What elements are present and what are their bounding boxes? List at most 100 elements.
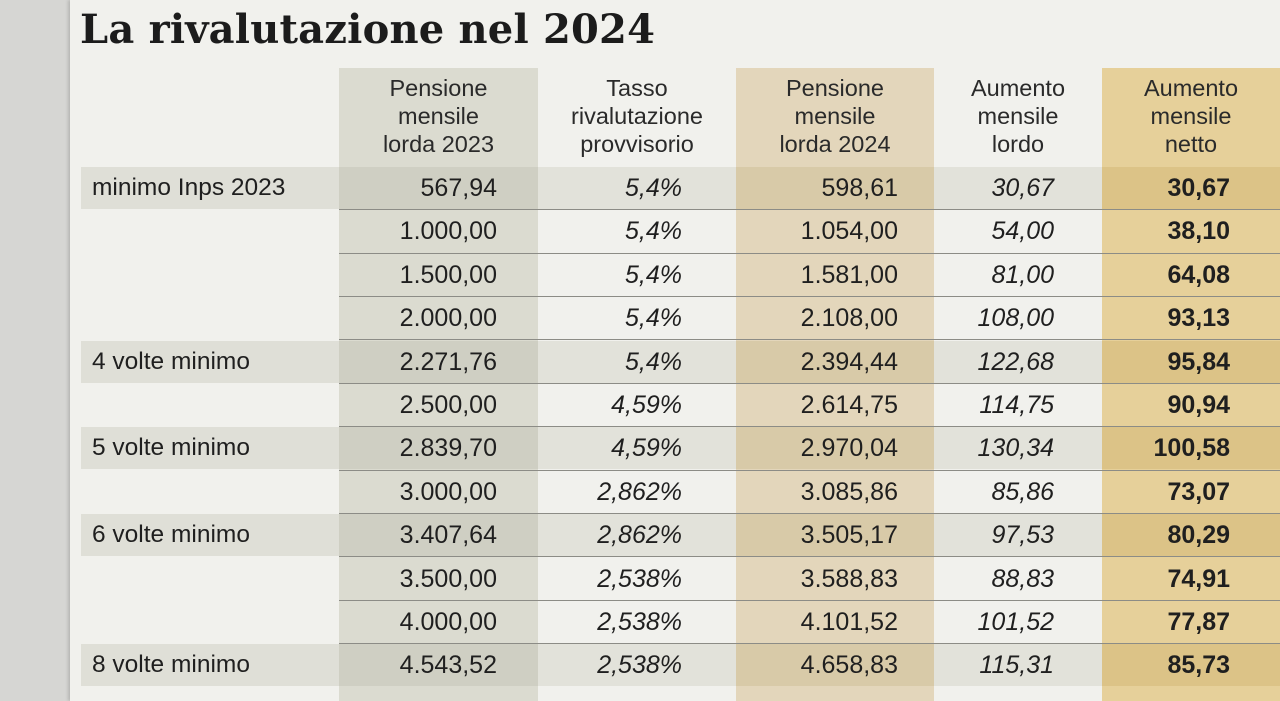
cell-aumento-netto: 64,08 [1167,260,1230,289]
row-divider [339,339,1280,341]
row-highlight [81,644,339,687]
row-label: 6 volte minimo [92,521,250,549]
table-row: 2.000,00 5,4% 2.108,00 108,00 93,13 [70,297,1280,339]
row-highlight [1102,167,1280,209]
table-row: 3.500,00 2,538% 3.588,83 88,83 74,91 [70,558,1280,600]
row-label [92,254,342,296]
cell-aumento-netto: 38,10 [1167,217,1230,246]
cell-pensione-2024: 3.505,17 [800,521,898,550]
row-highlight [339,644,538,687]
table-row: 8 volte minimo 4.543,52 2,538% 4.658,83 115,… [70,644,1280,687]
table-row: 4.000,00 2,538% 4.101,52 101,52 77,87 [70,601,1280,643]
cell-pensione-2023: 4.000,00 [399,608,497,636]
row-divider [339,209,1280,211]
row-divider [339,556,1280,558]
row-highlight [934,514,1102,557]
row-highlight [736,514,934,557]
table-row: 5 volte minimo 2.839,70 4,59% 2.970,04 130,3… [70,427,1280,470]
row-highlight [736,427,934,470]
header-aumento-netto: Aumento mensile netto [1143,75,1239,157]
row-highlight [736,340,934,383]
row-highlight [81,514,339,557]
cell-pensione-2023: 567,94 [420,174,497,202]
cell-aumento-netto: 30,67 [1167,174,1230,202]
row-highlight [538,644,736,687]
row-highlight [81,340,339,383]
header-pensione-2024: Pensione mensile lorda 2024 [779,75,891,157]
cell-aumento-lordo: 108,00 [977,304,1054,333]
row-divider [339,643,1280,645]
cell-aumento-netto: 100,58 [1153,434,1230,463]
row-highlight [934,167,1102,209]
cell-pensione-2024: 3.588,83 [800,564,898,593]
row-label [92,601,342,643]
row-label: 5 volte minimo [92,434,250,462]
row-highlight [339,167,538,209]
cell-pensione-2024: 1.054,00 [800,217,898,246]
row-highlight [1102,340,1280,383]
row-highlight [1102,427,1280,470]
cell-pensione-2024: 4.658,83 [800,651,898,680]
cell-tasso: 5,4% [625,304,682,333]
cell-aumento-netto: 93,13 [1167,304,1230,333]
cell-pensione-2024: 4.101,52 [800,608,898,636]
cell-pensione-2024: 3.085,86 [800,477,898,506]
cell-aumento-netto: 74,91 [1167,564,1230,593]
row-divider [339,296,1280,297]
cell-aumento-lordo: 54,00 [991,217,1054,246]
cell-tasso: 2,862% [597,521,682,550]
cell-pensione-2024: 2.614,75 [800,391,898,419]
row-highlight [538,514,736,557]
row-divider [339,599,1280,601]
row-label: minimo Inps 2023 [92,174,286,201]
row-label: 4 volte minimo [92,347,250,375]
cell-tasso: 2,862% [597,477,682,506]
cell-pensione-2023: 1.500,00 [399,260,497,289]
cell-aumento-netto: 77,87 [1167,608,1230,636]
cell-tasso: 4,59% [611,434,682,463]
cell-aumento-netto: 90,94 [1167,391,1230,419]
row-divider [339,513,1280,514]
row-label: 8 volte minimo [92,651,250,679]
cell-pensione-2024: 1.581,00 [800,260,898,289]
row-highlight [339,427,538,470]
table-row: 4 volte minimo 2.271,76 5,4% 2.394,44 122,68… [70,340,1280,383]
cell-aumento-lordo: 114,75 [979,391,1054,419]
table-row: 2.500,00 4,59% 2.614,75 114,75 90,94 [70,384,1280,426]
header-tasso: Tasso rivalutazione provvisorio [571,75,703,157]
cell-aumento-lordo: 101,52 [977,608,1054,636]
row-highlight [736,167,934,209]
row-highlight [81,427,339,470]
cell-tasso: 5,4% [625,217,682,246]
row-highlight [1102,644,1280,687]
cell-pensione-2023: 3.407,64 [399,521,497,550]
cell-pensione-2023: 3.500,00 [399,564,497,593]
cell-pensione-2024: 2.394,44 [800,347,898,376]
row-highlight [538,167,736,209]
row-highlight [538,427,736,470]
cell-aumento-lordo: 81,00 [991,260,1054,289]
row-divider [339,426,1280,428]
cell-aumento-netto: 85,73 [1167,651,1230,680]
cell-pensione-2024: 2.970,04 [800,434,898,463]
cell-pensione-2023: 2.500,00 [399,391,497,419]
cell-pensione-2023: 4.543,52 [399,651,497,680]
header-aumento-lordo: Aumento mensile lordo [970,75,1066,157]
cell-pensione-2023: 2.271,76 [399,347,497,376]
row-divider [339,252,1280,254]
cell-pensione-2023: 2.839,70 [399,434,497,463]
cell-aumento-lordo: 130,34 [977,434,1054,463]
row-highlight [736,644,934,687]
cell-pensione-2024: 598,61 [821,174,898,202]
row-label [92,471,342,513]
cell-aumento-lordo: 88,83 [991,564,1054,593]
cell-aumento-lordo: 97,53 [991,521,1054,550]
table-row: 3.000,00 2,862% 3.085,86 85,86 73,07 [70,471,1280,513]
cell-pensione-2023: 1.000,00 [399,217,497,246]
cell-pensione-2023: 3.000,00 [399,477,497,506]
table-row: 1.000,00 5,4% 1.054,00 54,00 38,10 [70,210,1280,252]
cell-tasso: 5,4% [625,260,682,289]
header-pensione-2023: Pensione mensile lorda 2023 [382,75,495,157]
cell-tasso: 2,538% [597,651,682,680]
cell-tasso: 2,538% [597,608,682,636]
